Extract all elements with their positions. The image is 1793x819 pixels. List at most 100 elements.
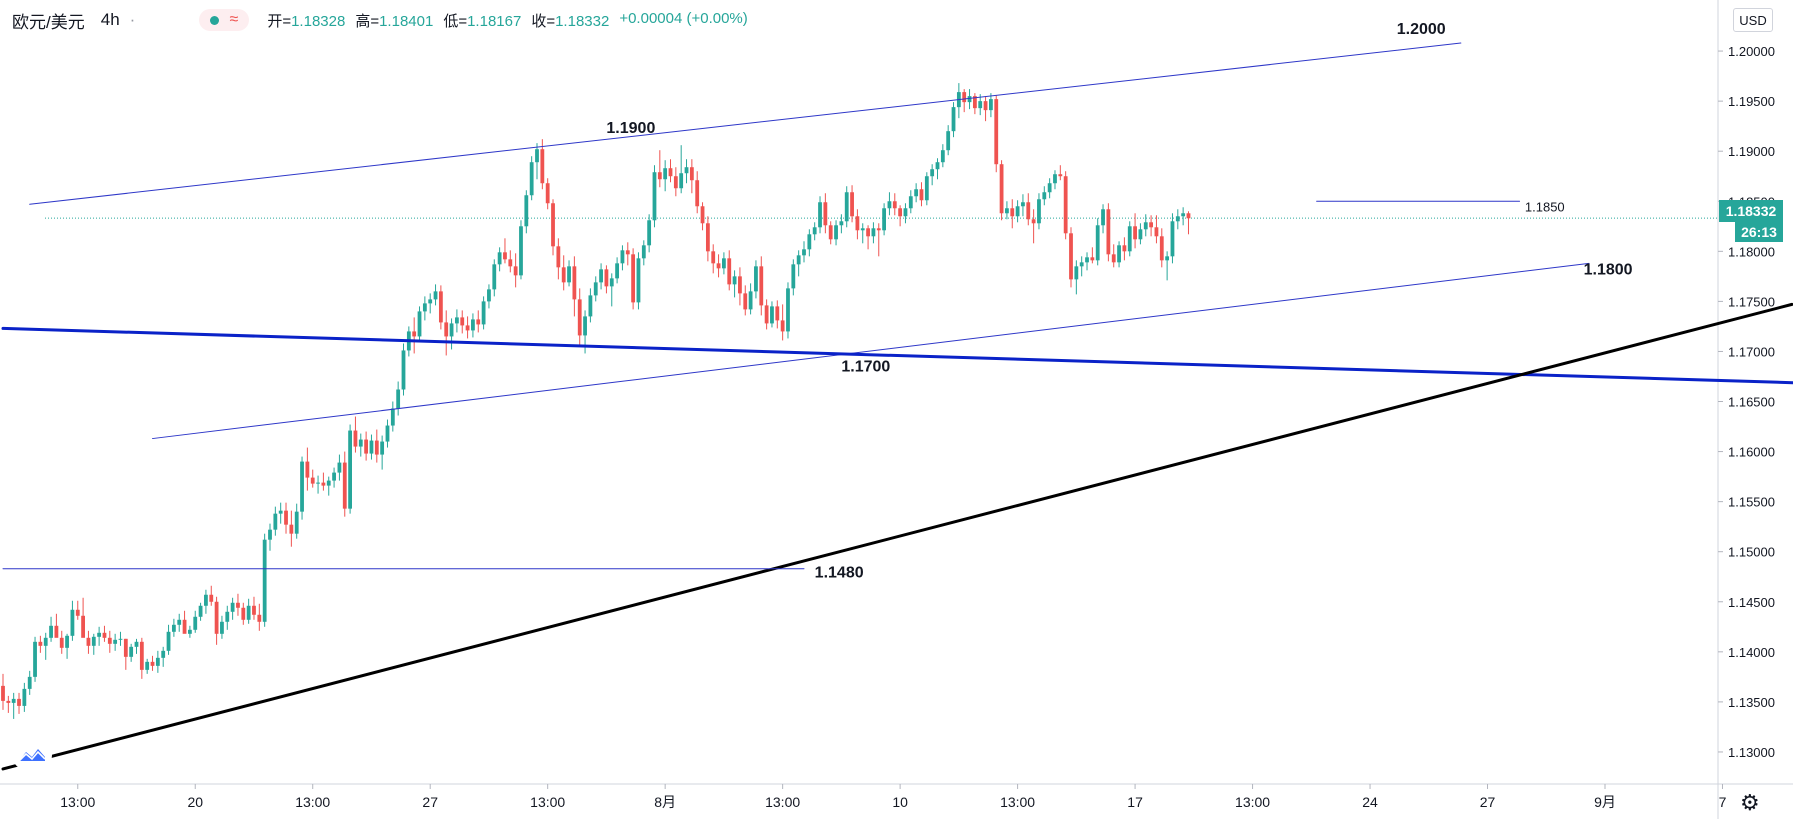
candle-body (102, 632, 107, 638)
candle-body (43, 637, 48, 646)
timeframe-label[interactable]: 4h (100, 10, 120, 29)
candle-body (204, 594, 208, 606)
candle-body (91, 636, 96, 646)
candle-body (390, 408, 395, 426)
candle-body (155, 657, 160, 666)
candle-body (1090, 257, 1095, 261)
candle-body (1154, 227, 1159, 237)
candle-body (615, 263, 619, 279)
level-annotation: 1.1800 (1584, 261, 1633, 278)
candle-body (492, 264, 497, 290)
candle-body (1159, 236, 1164, 261)
candle-body (577, 299, 582, 336)
currency-selector[interactable]: USD (1733, 8, 1773, 32)
candle-body (1063, 176, 1068, 234)
candle-body (166, 631, 171, 651)
candle-body (887, 201, 892, 209)
close-value: 1.18332 (555, 12, 610, 30)
candle-body (188, 629, 192, 634)
wave-icon: ≈ (229, 11, 239, 28)
candle-body (983, 101, 988, 111)
close-label: 收= (531, 12, 556, 30)
candle-body (759, 266, 764, 306)
candle-body (150, 661, 155, 666)
time-tick-label: 13:00 (765, 794, 800, 810)
candle-body (743, 293, 748, 310)
candle-body (716, 263, 721, 269)
candle-body (775, 306, 780, 321)
candle-body (700, 206, 705, 224)
candle-body (193, 616, 198, 630)
candle-body (1031, 219, 1036, 224)
candle-body (524, 195, 529, 227)
candle-body (353, 430, 358, 447)
candle-body (1117, 245, 1121, 263)
candle-body (444, 322, 449, 337)
candle-body (129, 646, 134, 657)
candle-body (332, 472, 336, 481)
candle-body (1053, 174, 1057, 184)
candle-body (951, 107, 956, 132)
candle-body (620, 250, 625, 264)
candle-body (1058, 174, 1063, 177)
candle-body (97, 632, 102, 637)
candle-body (337, 462, 342, 473)
open-value: 1.18328 (291, 12, 346, 30)
level-annotation: 1.1900 (606, 120, 655, 137)
candle-body (663, 168, 668, 180)
candle-body (1170, 221, 1175, 257)
candle-body (556, 246, 561, 268)
market-open-dot-icon (210, 15, 220, 25)
time-tick-label: 27 (1480, 794, 1496, 810)
candle-body (81, 615, 85, 638)
gear-icon[interactable]: ⚙ (1740, 790, 1760, 815)
candle-body (631, 254, 636, 303)
symbol-name[interactable]: 欧元/美元 (12, 12, 85, 32)
candle-body (455, 317, 459, 324)
candle-body (1111, 254, 1116, 263)
candle-body (1101, 209, 1105, 226)
candle-body (567, 266, 571, 283)
candle-body (625, 250, 630, 255)
price-tick-label: 1.15000 (1728, 545, 1775, 560)
candle-body (903, 208, 908, 217)
time-tick-label: 13:00 (1000, 794, 1035, 810)
candle-body (860, 228, 865, 231)
candle-body (876, 228, 881, 231)
candle-body (818, 202, 822, 228)
candle-body (770, 306, 774, 324)
candle-body (924, 176, 929, 201)
time-tick-label: 13:00 (1235, 794, 1270, 810)
candle-body (422, 303, 427, 312)
candle-body (6, 700, 11, 703)
tradingview-logo-icon[interactable] (12, 740, 52, 770)
candle-body (732, 276, 737, 285)
price-tick-label: 1.13000 (1728, 745, 1775, 760)
candle-body (866, 228, 870, 237)
candle-body (609, 278, 614, 287)
price-tick-label: 1.16000 (1728, 445, 1775, 460)
candle-body (855, 216, 860, 231)
candle-body (321, 482, 326, 486)
market-status-pill[interactable]: ≈ (199, 9, 250, 31)
open-label: 开= (267, 12, 292, 30)
candle-body (241, 607, 246, 620)
candle-body (225, 611, 230, 622)
price-tick-label: 1.15500 (1728, 495, 1775, 510)
candle-body (604, 269, 609, 287)
candle-body (139, 641, 144, 670)
candle-body (796, 255, 801, 265)
high-value: 1.18401 (379, 12, 434, 30)
candle-body (599, 269, 603, 283)
price-tick-label: 1.16500 (1728, 395, 1775, 410)
candle-body (417, 311, 422, 337)
candle-body (572, 266, 577, 300)
candle-body (935, 162, 940, 170)
candle-body (1143, 222, 1148, 230)
candle-body (882, 208, 886, 231)
candle-body (652, 172, 657, 221)
candle-body (236, 602, 240, 608)
candle-body (748, 291, 753, 310)
candle-body (588, 295, 593, 317)
